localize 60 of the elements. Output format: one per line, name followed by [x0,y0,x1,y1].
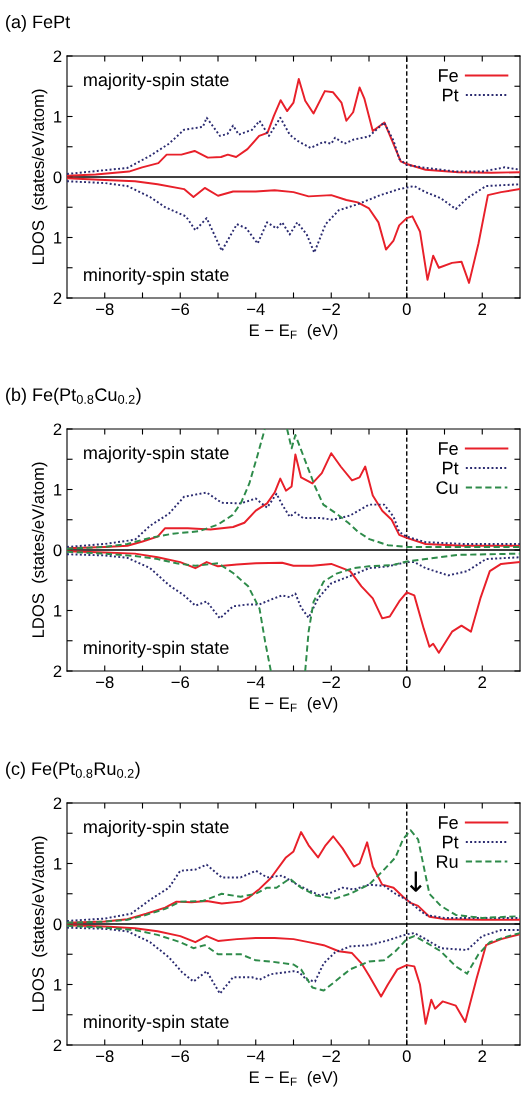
x-tick-label: 0 [402,676,411,689]
y-tick-label: 2 [53,423,62,436]
x-tick-label: −4 [247,1050,265,1062]
line-series [67,180,520,254]
x-tick-label: −8 [96,676,114,689]
y-tick-label: 0 [53,171,62,184]
chart-title: (c) Fe(Pt$_{0.8}$Ru$_{0.2}$) [6,761,140,779]
legend-label: Pt [443,461,459,475]
x-tick-label: 2 [478,676,487,688]
y-tick-label: 1 [54,484,62,496]
y-tick-label: 1 [54,232,62,244]
chart-title: (a) FePt [6,14,71,32]
x-tick-label: −2 [322,303,340,315]
line-series [67,116,520,175]
annotation: minority-spin state [84,1014,229,1032]
annotation: minority-spin state [84,267,229,285]
x-tick-label: 2 [478,303,487,315]
y-tick-label: 1 [54,605,62,617]
legend-label: Pt [443,88,459,102]
x-tick-label: −4 [247,676,265,688]
x-tick-label: 2 [478,1050,487,1062]
y-tick-label: 2 [53,797,62,810]
x-tick-label: −2 [322,676,340,688]
x-tick-label: −6 [171,1050,190,1063]
legend-label: Fe [439,69,458,82]
legend-label: Ru [437,855,458,868]
y-axis-title: LDOS (states/eV/atom) [31,462,48,638]
legend-label: Fe [439,442,458,455]
y-axis-title: LDOS (states/eV/atom) [31,836,48,1012]
x-tick-label: −8 [96,1050,114,1063]
annotation: ↓ [409,871,422,892]
y-tick-label: 2 [53,1039,62,1052]
legend-label: Fe [439,816,458,829]
y-tick-label: 2 [53,665,62,678]
x-axis-title: E − E$_{F}$ (eV) [249,696,338,713]
y-tick-label: 2 [53,50,62,63]
annotation: majority-spin state [84,819,229,837]
x-tick-label: −4 [247,303,265,315]
annotation: majority-spin state [84,445,229,463]
x-axis-title: E − E$_{F}$ (eV) [249,1070,338,1087]
y-tick-label: 0 [53,918,62,931]
line-series [67,553,520,620]
x-tick-label: −2 [322,1050,340,1062]
legend-label: Pt [443,835,459,849]
annotation: minority-spin state [84,640,229,658]
y-tick-label: 2 [53,292,62,305]
x-tick-label: −6 [171,676,190,689]
chart-title: (b) Fe(Pt$_{0.8}$Cu$_{0.2}$) [6,387,141,405]
x-tick-label: 0 [402,1050,411,1063]
x-tick-label: −8 [96,303,114,316]
y-tick-label: 1 [54,858,62,870]
x-tick-label: 0 [402,303,411,316]
legend-label: Cu [436,481,458,494]
y-tick-label: 1 [54,111,62,123]
y-axis-title: LDOS (states/eV/atom) [31,89,48,265]
y-tick-label: 0 [53,544,62,557]
x-tick-label: −6 [171,303,190,316]
annotation: majority-spin state [84,72,229,90]
x-axis-title: E − E$_{F}$ (eV) [249,323,338,340]
y-tick-label: 1 [54,979,62,991]
